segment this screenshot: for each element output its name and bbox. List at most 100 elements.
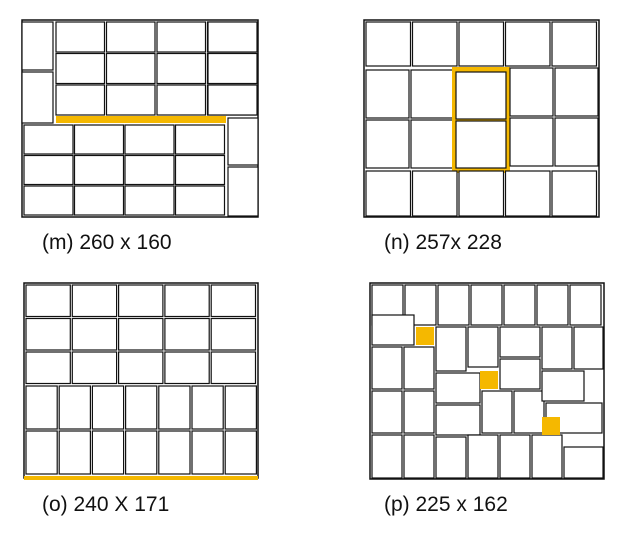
box: [91, 430, 125, 475]
box: [411, 21, 458, 67]
box: [503, 284, 536, 326]
box: [105, 52, 156, 85]
box: [21, 21, 54, 71]
box: [23, 154, 74, 186]
box: [455, 120, 507, 169]
box: [23, 124, 74, 155]
gap-highlight: [24, 476, 258, 480]
box: [365, 170, 412, 217]
box: [365, 119, 410, 169]
box: [410, 69, 455, 119]
box: [541, 370, 585, 402]
box: [207, 21, 258, 53]
caption-n: (n) 257x 228: [384, 231, 502, 254]
box: [227, 117, 259, 166]
box: [210, 284, 257, 318]
box: [207, 52, 258, 85]
gap-highlight: [56, 116, 226, 123]
box: [158, 385, 191, 430]
box: [174, 154, 226, 186]
packing-layout-o: [23, 282, 259, 480]
caption-m: (m) 260 x 160: [42, 231, 172, 254]
box: [531, 434, 563, 479]
box: [435, 404, 481, 436]
box: [509, 67, 554, 117]
box: [536, 284, 569, 326]
box: [481, 390, 513, 434]
box: [499, 326, 541, 358]
box: [551, 170, 598, 217]
box: [224, 385, 257, 430]
box: [174, 124, 226, 155]
caption-o: (o) 240 X 171: [42, 493, 170, 516]
box: [435, 326, 467, 372]
box: [435, 436, 467, 479]
box: [365, 21, 412, 67]
box: [437, 284, 470, 326]
box: [174, 185, 226, 216]
box: [105, 21, 156, 53]
box: [554, 67, 599, 117]
box: [499, 358, 541, 390]
box: [105, 84, 156, 116]
box: [410, 119, 455, 169]
box: [191, 430, 224, 475]
box: [458, 21, 505, 67]
box: [403, 390, 435, 434]
packing-layout-p: [369, 282, 605, 480]
box: [365, 69, 410, 119]
box: [25, 317, 71, 351]
box: [117, 284, 164, 318]
gap-highlight: [416, 327, 434, 345]
box: [23, 185, 74, 216]
box: [504, 21, 551, 67]
box: [117, 351, 164, 385]
box: [210, 351, 257, 385]
caption-p: (p) 225 x 162: [384, 493, 508, 516]
box: [55, 84, 106, 116]
box: [156, 84, 207, 116]
box: [499, 434, 531, 479]
box: [371, 390, 403, 434]
box: [573, 326, 604, 370]
box: [541, 326, 573, 370]
box: [563, 446, 604, 479]
box: [210, 317, 257, 351]
box: [124, 385, 158, 430]
box: [551, 21, 598, 67]
box: [371, 314, 415, 346]
box: [458, 170, 505, 217]
box: [191, 385, 224, 430]
box: [156, 52, 207, 85]
box: [124, 430, 158, 475]
box: [569, 284, 602, 326]
box: [227, 166, 259, 217]
box: [224, 430, 257, 475]
gap-highlight: [542, 417, 560, 435]
box: [21, 71, 54, 124]
box: [25, 351, 71, 385]
gap-highlight: [480, 371, 498, 389]
box: [435, 372, 481, 404]
box: [25, 284, 71, 318]
box: [73, 124, 125, 155]
box: [504, 170, 551, 217]
box: [158, 430, 191, 475]
box: [55, 52, 106, 85]
box: [73, 154, 125, 186]
box: [73, 185, 125, 216]
box: [207, 84, 258, 116]
packing-layout-m: [21, 19, 259, 218]
box: [124, 154, 175, 186]
box: [71, 317, 118, 351]
box: [371, 346, 403, 390]
box: [403, 434, 435, 479]
box: [164, 351, 210, 385]
box: [164, 317, 210, 351]
box: [156, 21, 207, 53]
packing-layout-n: [363, 19, 600, 218]
box: [554, 117, 599, 167]
box: [71, 284, 118, 318]
box: [25, 430, 58, 475]
box: [455, 71, 507, 120]
